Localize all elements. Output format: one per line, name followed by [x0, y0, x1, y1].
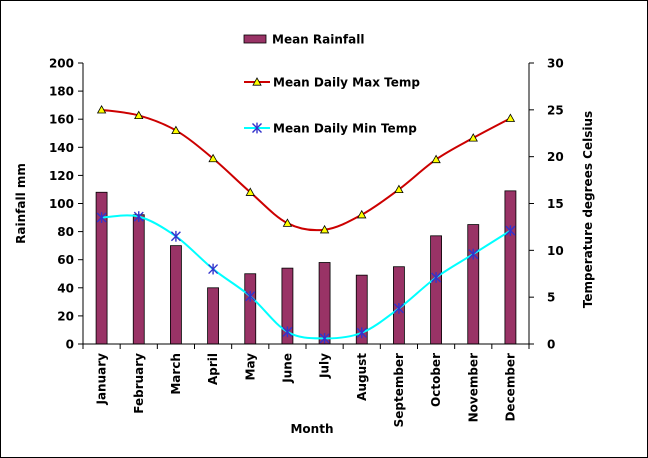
max-temp-point-june — [282, 218, 293, 227]
x-tick-label-october: October — [429, 353, 443, 407]
left-tick-label-20: 20 — [57, 309, 74, 323]
max-temp-point-november — [468, 133, 478, 142]
right-axis-title: Temperature degrees Celsius — [581, 111, 595, 308]
min-temp-point-april — [208, 263, 219, 275]
x-tick-label-september: September — [392, 353, 406, 427]
right-tick-label-30: 30 — [547, 57, 564, 71]
right-tick-label-20: 20 — [547, 150, 564, 164]
right-tick-label-0: 0 — [547, 338, 555, 352]
min-temp-point-october — [431, 272, 442, 283]
legend-rainfall-swatch — [243, 34, 267, 44]
legend-max-temp-marker — [252, 77, 262, 86]
min-temp-point-december — [505, 225, 516, 237]
x-tick-label-december: December — [503, 353, 517, 422]
x-tick-label-may: May — [243, 353, 257, 381]
left-tick-label-80: 80 — [57, 225, 74, 239]
max-temp-point-february — [134, 110, 144, 120]
left-tick-label-120: 120 — [49, 169, 74, 183]
rainfall-bar-october — [430, 235, 442, 345]
min-temp-point-august — [356, 327, 367, 339]
left-tick-label-60: 60 — [57, 253, 74, 267]
x-tick-label-april: April — [206, 353, 220, 385]
max-temp-point-january — [96, 105, 107, 114]
left-tick-label-40: 40 — [57, 281, 74, 295]
max-temp-point-december — [505, 113, 516, 122]
min-temp-point-september — [393, 303, 404, 314]
max-temp-point-march — [171, 125, 181, 135]
min-temp-line — [101, 214, 511, 340]
x-tick-label-january: January — [95, 353, 109, 406]
min-temp-point-july — [319, 332, 330, 344]
min-temp-point-march — [170, 230, 181, 242]
min-temp-point-february — [133, 211, 144, 223]
right-tick-label-15: 15 — [547, 197, 564, 211]
x-tick-label-november: November — [466, 353, 480, 422]
rainfall-bar-may — [244, 273, 257, 345]
rainfall-bar-april — [207, 287, 219, 345]
rainfall-bar-november — [467, 224, 480, 345]
legend-rainfall-label: Mean Rainfall — [272, 33, 364, 47]
left-tick-label-180: 180 — [49, 85, 74, 99]
max-temp-point-may — [245, 187, 255, 196]
legend-min-temp-marker — [252, 122, 262, 134]
left-axis-title: Rainfall mm — [14, 163, 28, 244]
min-temp-point-june — [282, 326, 293, 338]
max-temp-point-july — [319, 224, 330, 234]
right-tick-label-25: 25 — [547, 103, 564, 117]
left-tick-label-100: 100 — [49, 197, 74, 211]
left-tick-label-140: 140 — [49, 141, 74, 155]
rainfall-bar-february — [132, 214, 145, 345]
max-temp-point-october — [431, 154, 441, 164]
right-tick-label-10: 10 — [547, 244, 564, 258]
min-temp-point-january — [96, 212, 107, 223]
min-temp-point-may — [245, 290, 256, 302]
x-tick-label-july: July — [318, 353, 332, 379]
x-tick-label-march: March — [169, 353, 183, 395]
x-axis-title: Month — [290, 422, 333, 436]
min-temp-point-november — [468, 248, 479, 260]
rainfall-bar-march — [170, 245, 182, 345]
x-tick-label-august: August — [355, 353, 369, 401]
left-tick-label-200: 200 — [49, 57, 74, 71]
rainfall-bar-july — [318, 262, 331, 345]
right-tick-label-5: 5 — [547, 291, 555, 305]
max-temp-point-august — [357, 209, 367, 219]
max-temp-point-september — [394, 184, 404, 194]
max-temp-point-april — [208, 153, 218, 163]
left-tick-label-0: 0 — [66, 338, 74, 352]
rainfall-bar-december — [504, 190, 517, 345]
x-tick-label-february: February — [132, 353, 146, 414]
max-temp-line — [101, 108, 511, 232]
x-tick-label-june: June — [280, 353, 294, 384]
legend-max-temp-label: Mean Daily Max Temp — [273, 76, 420, 90]
left-tick-label-160: 160 — [49, 113, 74, 127]
legend-min-temp-label: Mean Daily Min Temp — [273, 122, 417, 136]
